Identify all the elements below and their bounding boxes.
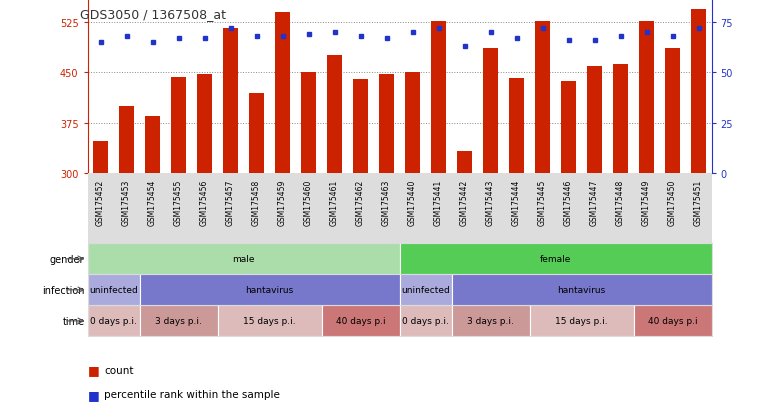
Text: 3 days p.i.: 3 days p.i. bbox=[155, 317, 202, 325]
Bar bbox=[88, 306, 139, 337]
Text: female: female bbox=[540, 255, 572, 263]
Bar bbox=[400, 244, 712, 275]
Text: percentile rank within the sample: percentile rank within the sample bbox=[104, 389, 280, 399]
Text: 3 days p.i.: 3 days p.i. bbox=[467, 317, 514, 325]
Text: GSM175463: GSM175463 bbox=[382, 179, 391, 225]
Text: GSM175455: GSM175455 bbox=[174, 179, 183, 225]
Text: GSM175443: GSM175443 bbox=[486, 179, 495, 225]
Bar bbox=[691, 10, 706, 173]
Text: GSM175442: GSM175442 bbox=[460, 179, 469, 225]
Bar bbox=[379, 75, 394, 173]
Text: 40 days p.i: 40 days p.i bbox=[336, 317, 385, 325]
Bar bbox=[145, 117, 161, 173]
Text: GSM175446: GSM175446 bbox=[564, 179, 573, 225]
Bar bbox=[457, 152, 473, 173]
Text: hantavirus: hantavirus bbox=[245, 286, 294, 294]
Bar bbox=[223, 29, 238, 173]
Text: hantavirus: hantavirus bbox=[557, 286, 606, 294]
Text: GSM175449: GSM175449 bbox=[642, 179, 651, 225]
Text: uninfected: uninfected bbox=[401, 286, 450, 294]
Text: gender: gender bbox=[50, 254, 84, 264]
Text: GSM175452: GSM175452 bbox=[96, 179, 105, 225]
Bar bbox=[249, 93, 264, 173]
Text: GSM175444: GSM175444 bbox=[512, 179, 521, 225]
Text: count: count bbox=[104, 365, 134, 375]
Bar bbox=[139, 275, 400, 306]
Text: GSM175456: GSM175456 bbox=[200, 179, 209, 225]
Text: GSM175457: GSM175457 bbox=[226, 179, 235, 225]
Text: GSM175451: GSM175451 bbox=[694, 179, 703, 225]
Text: time: time bbox=[62, 316, 84, 326]
Bar bbox=[275, 13, 291, 173]
Bar bbox=[170, 78, 186, 173]
Text: GSM175454: GSM175454 bbox=[148, 179, 157, 225]
Text: 15 days p.i.: 15 days p.i. bbox=[556, 317, 608, 325]
Text: 15 days p.i.: 15 days p.i. bbox=[244, 317, 296, 325]
Bar bbox=[638, 22, 654, 173]
Bar bbox=[88, 244, 400, 275]
Text: infection: infection bbox=[42, 285, 84, 295]
Text: GSM175461: GSM175461 bbox=[330, 179, 339, 225]
Text: GSM175441: GSM175441 bbox=[434, 179, 443, 225]
Text: GSM175447: GSM175447 bbox=[590, 179, 599, 225]
Text: 40 days p.i: 40 days p.i bbox=[648, 317, 697, 325]
Bar bbox=[665, 49, 680, 173]
Bar bbox=[530, 306, 633, 337]
Text: GSM175450: GSM175450 bbox=[668, 179, 677, 225]
Text: GSM175462: GSM175462 bbox=[356, 179, 365, 225]
Text: 0 days p.i.: 0 days p.i. bbox=[402, 317, 449, 325]
Text: GDS3050 / 1367508_at: GDS3050 / 1367508_at bbox=[80, 8, 226, 21]
Text: GSM175460: GSM175460 bbox=[304, 179, 313, 225]
Text: uninfected: uninfected bbox=[89, 286, 138, 294]
Bar bbox=[509, 78, 524, 173]
Text: GSM175458: GSM175458 bbox=[252, 179, 261, 225]
Bar bbox=[561, 81, 576, 173]
Bar bbox=[451, 306, 530, 337]
Bar bbox=[196, 75, 212, 173]
Text: ■: ■ bbox=[88, 388, 99, 401]
Bar bbox=[139, 306, 218, 337]
Bar bbox=[93, 141, 108, 173]
Bar bbox=[431, 22, 447, 173]
Text: GSM175459: GSM175459 bbox=[278, 179, 287, 225]
Text: GSM175440: GSM175440 bbox=[408, 179, 417, 225]
Bar bbox=[119, 107, 135, 173]
Text: GSM175453: GSM175453 bbox=[122, 179, 131, 225]
Bar bbox=[353, 80, 368, 173]
Bar bbox=[326, 56, 342, 173]
Bar bbox=[400, 306, 451, 337]
Text: GSM175448: GSM175448 bbox=[616, 179, 625, 225]
Bar bbox=[482, 49, 498, 173]
Bar bbox=[301, 73, 317, 173]
Bar bbox=[322, 306, 400, 337]
Bar bbox=[451, 275, 712, 306]
Bar bbox=[400, 275, 451, 306]
Text: 0 days p.i.: 0 days p.i. bbox=[90, 317, 137, 325]
Bar bbox=[613, 65, 629, 173]
Bar bbox=[633, 306, 712, 337]
Bar bbox=[218, 306, 322, 337]
Bar bbox=[535, 22, 550, 173]
Text: GSM175445: GSM175445 bbox=[538, 179, 547, 225]
Bar bbox=[88, 275, 139, 306]
Text: ■: ■ bbox=[88, 363, 99, 376]
Bar bbox=[587, 66, 603, 173]
Bar bbox=[405, 73, 420, 173]
Text: male: male bbox=[232, 255, 255, 263]
